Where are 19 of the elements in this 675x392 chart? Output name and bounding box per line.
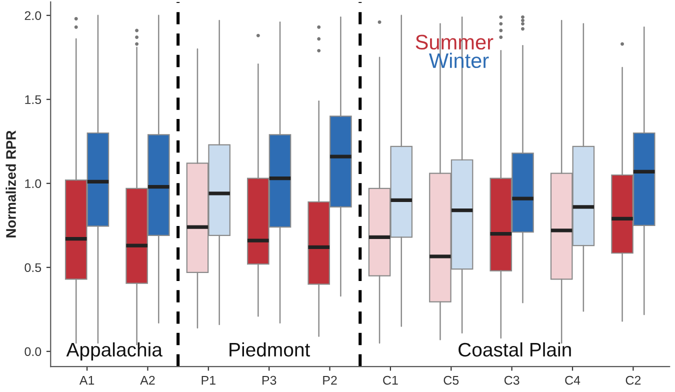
x-tick-label: A1 <box>79 376 94 385</box>
x-tick-label: C3 <box>504 376 520 385</box>
annotation: Coastal Plain <box>458 342 571 357</box>
y-tick-label: 1.5 <box>25 95 42 104</box>
x-tick-label: A2 <box>140 376 155 385</box>
y-axis-title: Normalized RPR <box>6 130 16 238</box>
annotation: Piedmont <box>230 342 310 357</box>
x-tick-label: C2 <box>626 376 641 385</box>
x-tick-label: C4 <box>565 376 580 385</box>
annotation: Appalachia <box>66 342 162 360</box>
x-tick-label: C1 <box>383 376 398 385</box>
y-tick-label: 1.0 <box>25 179 42 188</box>
y-tick-label: 2.0 <box>24 11 42 20</box>
x-tick-label: C5 <box>444 376 459 385</box>
x-tick-label: P3 <box>262 376 276 385</box>
y-tick-label: 0.0 <box>24 347 42 356</box>
x-tick-label: P2 <box>323 376 337 385</box>
x-tick-label: P1 <box>202 376 216 385</box>
y-tick-label: 0.5 <box>24 263 42 272</box>
